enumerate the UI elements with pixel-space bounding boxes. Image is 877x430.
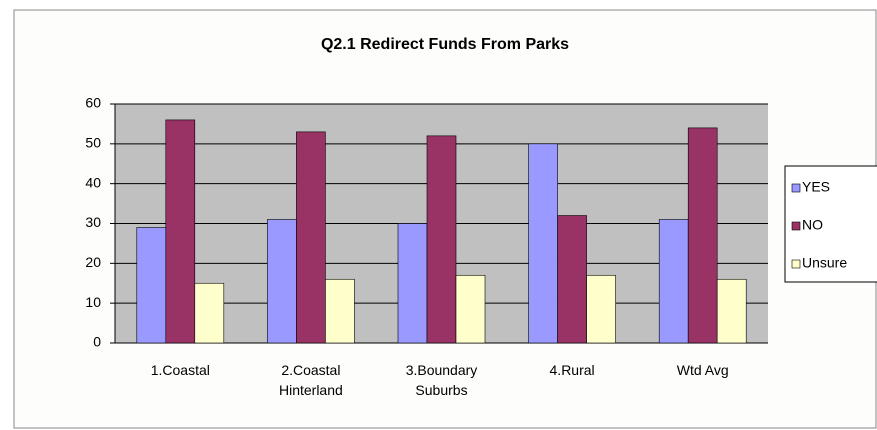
y-tick-label: 50 [85,135,101,151]
chart-title: Q2.1 Redirect Funds From Parks [321,36,569,53]
legend-swatch [791,183,801,193]
y-tick-label: 0 [93,334,101,350]
legend-swatch [791,259,801,269]
y-tick-label: 20 [85,254,101,270]
x-tick-label: 4.Rural [549,362,595,378]
x-tick-label: 3.Boundary Suburbs [405,362,478,398]
bar [455,274,486,344]
bar [528,143,558,344]
bar [586,274,616,344]
x-tick-label: Wtd Avg [676,362,729,378]
bar [194,282,225,344]
y-tick-label: 10 [85,294,101,310]
x-tick-label: 2.Coastal Hinterland [278,362,343,398]
bar [267,219,297,344]
bar [557,215,587,344]
legend-label: Unsure [802,255,847,271]
y-tick-label: 60 [85,95,101,111]
legend-label: YES [802,179,830,195]
legend-label: NO [802,217,823,233]
bar [325,278,355,344]
y-tick-label: 30 [85,214,101,230]
bar [426,135,457,344]
x-tick-label: 1.Coastal [150,362,210,378]
y-tick-label: 40 [85,174,101,190]
bar [397,223,428,344]
bar [136,227,167,344]
bar [165,119,196,344]
bar [296,131,326,344]
bar [716,278,747,344]
bar [687,127,718,344]
legend [784,165,877,283]
legend-swatch [791,221,801,231]
bar [658,219,689,344]
